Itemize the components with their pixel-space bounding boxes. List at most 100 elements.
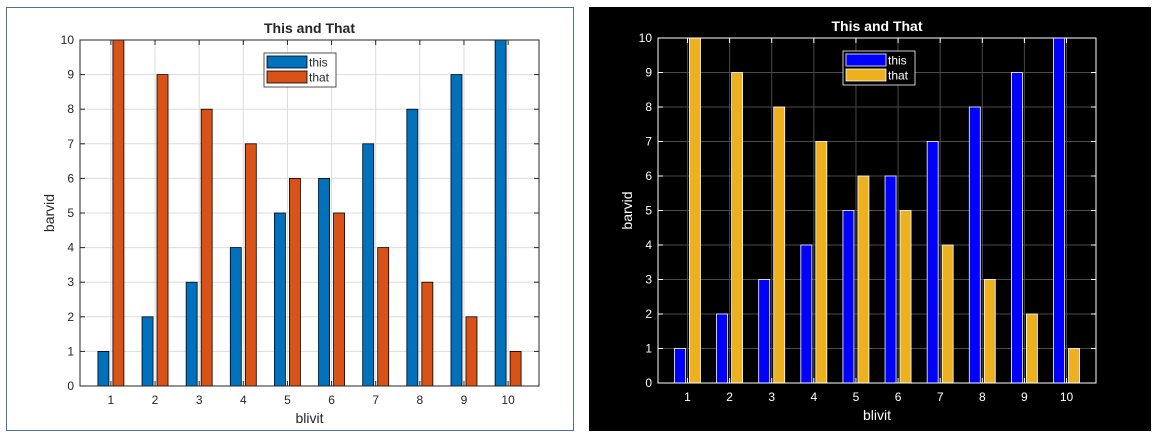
bar-that-8 xyxy=(421,281,434,387)
bar-this-1 xyxy=(674,348,686,384)
legend-label-that: that xyxy=(888,69,909,83)
bar-that-6 xyxy=(333,212,345,387)
bar-that-7 xyxy=(941,244,954,384)
bar-that-10 xyxy=(509,350,522,387)
legend-label-this: this xyxy=(888,54,907,68)
bar-that-7 xyxy=(377,247,390,387)
x-tick-label: 6 xyxy=(895,390,902,404)
y-tick-label: 8 xyxy=(645,100,652,114)
x-tick-label: 3 xyxy=(196,393,203,407)
bar-that-2 xyxy=(731,72,743,384)
bar-that-5 xyxy=(857,175,870,384)
y-tick-label: 0 xyxy=(67,379,74,393)
x-tick-label: 5 xyxy=(853,390,860,404)
x-tick-label: 9 xyxy=(461,393,468,407)
y-tick-label: 7 xyxy=(67,137,74,151)
bar-this-10 xyxy=(1053,37,1065,384)
bar-this-2 xyxy=(716,313,728,384)
y-tick-label: 10 xyxy=(61,33,75,47)
bar-this-5 xyxy=(274,212,286,387)
x-tick-label: 4 xyxy=(240,393,247,407)
bar-that-2 xyxy=(156,74,169,387)
bar-this-10 xyxy=(494,39,507,387)
bar-this-2 xyxy=(141,316,154,387)
bar-this-4 xyxy=(229,247,242,387)
x-tick-label: 7 xyxy=(372,393,379,407)
bar-this-5 xyxy=(842,210,855,384)
x-tick-label: 10 xyxy=(1060,390,1074,404)
bar-that-8 xyxy=(983,279,996,384)
y-axis-label: barvid xyxy=(41,194,57,232)
x-tick-label: 2 xyxy=(152,393,159,407)
y-tick-label: 2 xyxy=(645,307,652,321)
y-tick-label: 5 xyxy=(645,204,652,218)
y-tick-label: 3 xyxy=(67,275,74,289)
bar-that-6 xyxy=(899,210,912,384)
bar-this-8 xyxy=(406,108,419,387)
y-axis-label: barvid xyxy=(619,191,635,229)
y-tick-label: 3 xyxy=(645,273,652,287)
bar-this-4 xyxy=(800,244,813,384)
x-tick-label: 5 xyxy=(284,393,291,407)
y-tick-label: 4 xyxy=(645,238,652,252)
bar-that-4 xyxy=(244,143,257,387)
bar-this-9 xyxy=(1011,72,1023,384)
bar-this-9 xyxy=(450,74,463,387)
y-tick-label: 2 xyxy=(67,310,74,324)
legend-swatch-that xyxy=(266,70,308,84)
bar-that-5 xyxy=(289,177,301,387)
y-tick-label: 6 xyxy=(645,169,652,183)
bar-this-3 xyxy=(758,279,771,384)
y-tick-label: 6 xyxy=(67,171,74,185)
y-tick-label: 10 xyxy=(639,31,653,45)
y-tick-label: 5 xyxy=(67,206,74,220)
y-tick-label: 4 xyxy=(67,241,74,255)
light-bar-chart: 0 1 2 3 4 5 6 7 8 9 10 1 2 3 4 5 6 7 8 9 10 This and That bliv… xyxy=(41,20,540,426)
legend-label-this: this xyxy=(309,56,328,70)
y-tick-label: 7 xyxy=(645,135,652,149)
bar-that-10 xyxy=(1068,348,1080,384)
bar-that-9 xyxy=(1026,313,1038,384)
x-tick-label: 4 xyxy=(810,390,817,404)
bar-that-1 xyxy=(112,39,125,387)
bar-that-4 xyxy=(815,141,828,384)
bar-this-7 xyxy=(362,143,375,387)
x-axis-label: blivit xyxy=(295,410,323,426)
y-tick-label: 0 xyxy=(645,376,652,390)
bar-that-9 xyxy=(465,316,478,387)
x-tick-label: 10 xyxy=(501,393,515,407)
chart-title: This and That xyxy=(832,18,923,34)
legend-swatch-that xyxy=(845,68,887,82)
y-tick-label: 1 xyxy=(67,344,74,358)
x-tick-label: 8 xyxy=(416,393,423,407)
y-tick-label: 8 xyxy=(67,102,74,116)
x-tick-label: 6 xyxy=(328,393,335,407)
dark-chart-panel: 0 1 2 3 4 5 6 7 8 9 10 1 2 3 4 5 6 7 8 9 10 This and That bliv… xyxy=(589,7,1151,431)
bar-this-1 xyxy=(97,350,110,387)
x-tick-label: 8 xyxy=(979,390,986,404)
x-tick-label: 7 xyxy=(937,390,944,404)
y-tick-label: 1 xyxy=(645,342,652,356)
bar-that-3 xyxy=(773,106,786,384)
light-chart-panel: 0 1 2 3 4 5 6 7 8 9 10 1 2 3 4 5 6 7 8 9 10 This and That bliv… xyxy=(6,7,574,431)
legend-swatch-this xyxy=(845,53,887,67)
bar-this-6 xyxy=(318,177,330,387)
x-tick-label: 9 xyxy=(1021,390,1028,404)
bar-this-8 xyxy=(968,106,981,384)
bar-that-3 xyxy=(200,108,213,387)
x-axis-label: blivit xyxy=(863,407,891,423)
x-tick-label: 2 xyxy=(726,390,733,404)
x-tick-label: 3 xyxy=(768,390,775,404)
x-tick-label: 1 xyxy=(108,393,115,407)
x-tick-label: 1 xyxy=(684,390,691,404)
y-tick-label: 9 xyxy=(67,68,74,82)
bar-this-6 xyxy=(884,175,897,384)
chart-title: This and That xyxy=(264,20,355,36)
legend-label-that: that xyxy=(309,71,330,85)
bar-this-7 xyxy=(926,141,939,384)
bar-this-3 xyxy=(185,281,198,387)
dark-bar-chart: 0 1 2 3 4 5 6 7 8 9 10 1 2 3 4 5 6 7 8 9 10 This and That bliv… xyxy=(619,18,1097,423)
legend-swatch-this xyxy=(266,55,308,69)
